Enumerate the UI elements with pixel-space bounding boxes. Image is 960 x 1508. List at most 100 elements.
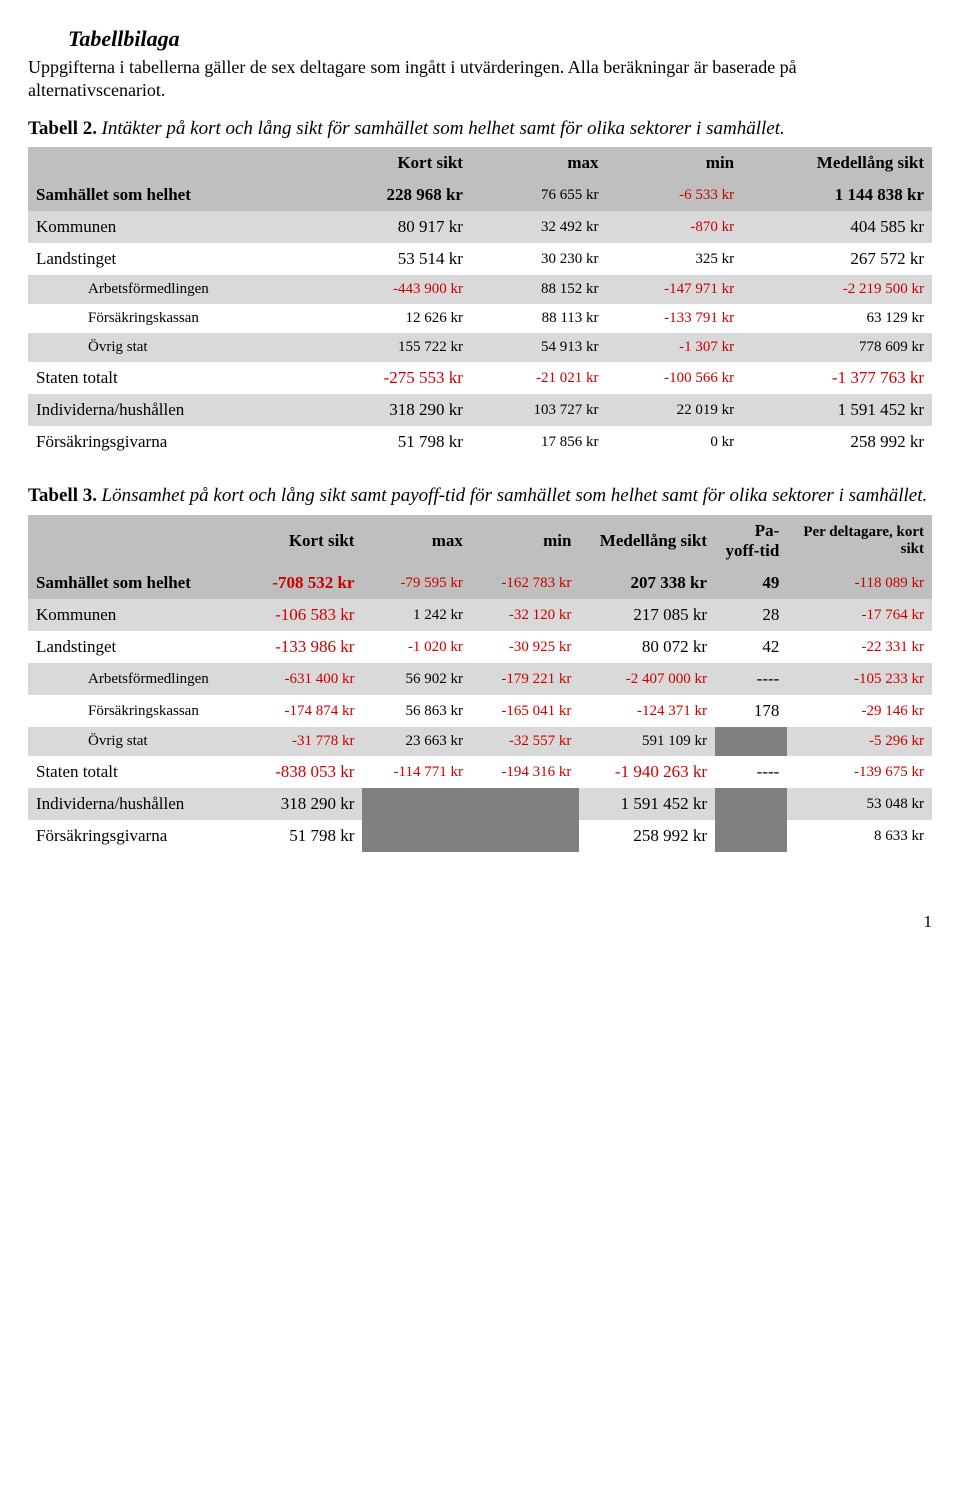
table-row: Försäkringsgivarna51 798 kr258 992 kr8 6… [28,820,932,852]
cell: 80 917 kr [308,211,471,243]
cell: 12 626 kr [308,304,471,333]
table3-label: Tabell 3. [28,485,97,506]
row-label: Samhället som helhet [28,567,236,599]
table3-hdr-medel: Medellång sikt [579,515,715,567]
cell: 22 019 kr [607,394,743,426]
cell: -133 986 kr [236,631,363,663]
table-row: Landstinget53 514 kr30 230 kr325 kr267 5… [28,243,932,275]
table2-hdr-blank [28,147,308,179]
intro-text: Uppgifterna i tabellerna gäller de sex d… [28,56,932,103]
table2-hdr-min: min [607,147,743,179]
cell: -443 900 kr [308,275,471,304]
table3-hdr-perdelt: Per deltagare, kort sikt [787,515,932,567]
cell: -179 221 kr [471,663,579,695]
cell: 1 591 452 kr [742,394,932,426]
cell: 49 [715,567,787,599]
cell: 318 290 kr [236,788,363,820]
cell: 1 242 kr [362,599,470,631]
table-row: Försäkringsgivarna51 798 kr17 856 kr0 kr… [28,426,932,458]
cell: -79 595 kr [362,567,470,599]
cell: 1 144 838 kr [742,179,932,211]
cell: ---- [715,756,787,788]
row-label: Försäkringsgivarna [28,426,308,458]
row-label: Arbetsförmedlingen [28,275,308,304]
table3-hdr-payoff: Pa-yoff-tid [715,515,787,567]
cell: -17 764 kr [787,599,932,631]
table-row: Staten totalt-275 553 kr-21 021 kr-100 5… [28,362,932,394]
table-row: Arbetsförmedlingen-631 400 kr56 902 kr-1… [28,663,932,695]
cell: 228 968 kr [308,179,471,211]
cell: -5 296 kr [787,727,932,756]
cell: 178 [715,695,787,727]
cell: 325 kr [607,243,743,275]
cell: -1 020 kr [362,631,470,663]
cell: -631 400 kr [236,663,363,695]
cell: -165 041 kr [471,695,579,727]
cell: -139 675 kr [787,756,932,788]
cell: -708 532 kr [236,567,363,599]
row-label: Övrig stat [28,727,236,756]
cell: 56 863 kr [362,695,470,727]
cell: 28 [715,599,787,631]
cell: -2 219 500 kr [742,275,932,304]
cell: -30 925 kr [471,631,579,663]
table-row: Samhället som helhet228 968 kr76 655 kr-… [28,179,932,211]
row-label: Kommunen [28,599,236,631]
cell: -32 557 kr [471,727,579,756]
cell: 267 572 kr [742,243,932,275]
row-label: Landstinget [28,631,236,663]
cell: 23 663 kr [362,727,470,756]
cell: 258 992 kr [579,820,715,852]
row-label: Samhället som helhet [28,179,308,211]
cell: 8 633 kr [787,820,932,852]
table3-hdr-max: max [362,515,470,567]
cell: 217 085 kr [579,599,715,631]
table-2: Kort sikt max min Medellång sikt Samhäll… [28,147,932,458]
table3-hdr-min: min [471,515,579,567]
cell: -162 783 kr [471,567,579,599]
row-label: Staten totalt [28,756,236,788]
cell: 53 048 kr [787,788,932,820]
cell [471,788,579,820]
cell: -6 533 kr [607,179,743,211]
table-row: Staten totalt-838 053 kr-114 771 kr-194 … [28,756,932,788]
cell: -2 407 000 kr [579,663,715,695]
table3-caption-text: Lönsamhet på kort och lång sikt samt pay… [102,485,928,506]
cell: -118 089 kr [787,567,932,599]
cell [715,727,787,756]
table-row: Försäkringskassan-174 874 kr56 863 kr-16… [28,695,932,727]
table-row: Individerna/hushållen318 290 kr 1 591 452… [28,788,932,820]
row-label: Landstinget [28,243,308,275]
cell: 30 230 kr [471,243,607,275]
cell: -133 791 kr [607,304,743,333]
table-row: Försäkringskassan12 626 kr88 113 kr-133 … [28,304,932,333]
table2-hdr-kort: Kort sikt [308,147,471,179]
row-label: Övrig stat [28,333,308,362]
table3-hdr-blank [28,515,236,567]
cell: 17 856 kr [471,426,607,458]
table-row: Landstinget-133 986 kr-1 020 kr-30 925 k… [28,631,932,663]
row-label: Staten totalt [28,362,308,394]
cell: 80 072 kr [579,631,715,663]
cell: 63 129 kr [742,304,932,333]
row-label: Individerna/hushållen [28,788,236,820]
cell: 56 902 kr [362,663,470,695]
row-label: Försäkringskassan [28,695,236,727]
cell: -29 146 kr [787,695,932,727]
cell [362,788,470,820]
cell: -275 553 kr [308,362,471,394]
cell: -194 316 kr [471,756,579,788]
cell: -114 771 kr [362,756,470,788]
cell: -838 053 kr [236,756,363,788]
cell: 1 591 452 kr [579,788,715,820]
cell: ---- [715,663,787,695]
table2-label: Tabell 2. [28,118,97,139]
table-row: Samhället som helhet-708 532 kr-79 595 k… [28,567,932,599]
cell: 258 992 kr [742,426,932,458]
cell: 155 722 kr [308,333,471,362]
row-label: Försäkringskassan [28,304,308,333]
cell: 207 338 kr [579,567,715,599]
appendix-title: Tabellbilaga [68,26,932,52]
cell: 103 727 kr [471,394,607,426]
cell [715,788,787,820]
